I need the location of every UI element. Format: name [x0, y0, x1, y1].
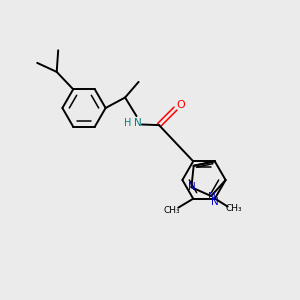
Text: CH₃: CH₃ [163, 206, 180, 215]
Text: N: N [188, 182, 196, 192]
Text: CH₃: CH₃ [226, 205, 243, 214]
Text: N: N [134, 118, 141, 128]
Text: H: H [124, 118, 132, 128]
Text: N: N [208, 192, 216, 202]
Text: O: O [176, 100, 185, 110]
Text: N: N [211, 197, 219, 207]
